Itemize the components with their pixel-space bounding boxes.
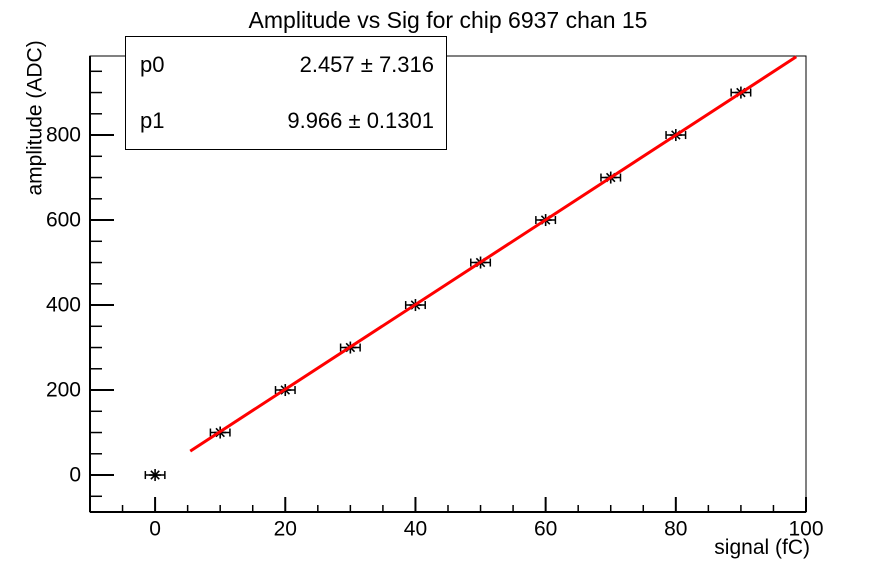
stat-label-p0: p0 <box>140 52 165 77</box>
stat-value-p1: 9.966 ± 0.1301 <box>287 108 434 133</box>
x-tick-label: 0 <box>149 517 161 540</box>
chart-title: Amplitude vs Sig for chip 6937 chan 15 <box>248 7 648 33</box>
x-tick-label: 40 <box>404 517 427 540</box>
x-tick-label: 20 <box>274 517 297 540</box>
stat-row-p0: p0 2.457 ± 7.316 <box>126 37 446 93</box>
stat-label-p1: p1 <box>140 108 165 133</box>
data-point-marker <box>150 470 160 480</box>
y-tick-label: 0 <box>69 464 81 487</box>
x-tick-label: 60 <box>534 517 557 540</box>
stat-row-p1: p1 9.966 ± 0.1301 <box>126 93 446 149</box>
y-axis-title: amplitude (ADC) <box>23 40 47 196</box>
y-tick-label: 800 <box>46 124 81 147</box>
x-tick-label: 80 <box>664 517 687 540</box>
fit-stats-box: p0 2.457 ± 7.316 p1 9.966 ± 0.1301 <box>125 36 447 150</box>
x-tick-label: 100 <box>788 517 823 540</box>
fit-line <box>189 55 798 453</box>
y-tick-label: 400 <box>46 294 81 317</box>
x-axis-title: signal (fC) <box>714 536 810 559</box>
stat-value-p0: 2.457 ± 7.316 <box>299 52 434 77</box>
y-tick-label: 200 <box>46 379 81 402</box>
y-tick-label: 600 <box>46 209 81 232</box>
